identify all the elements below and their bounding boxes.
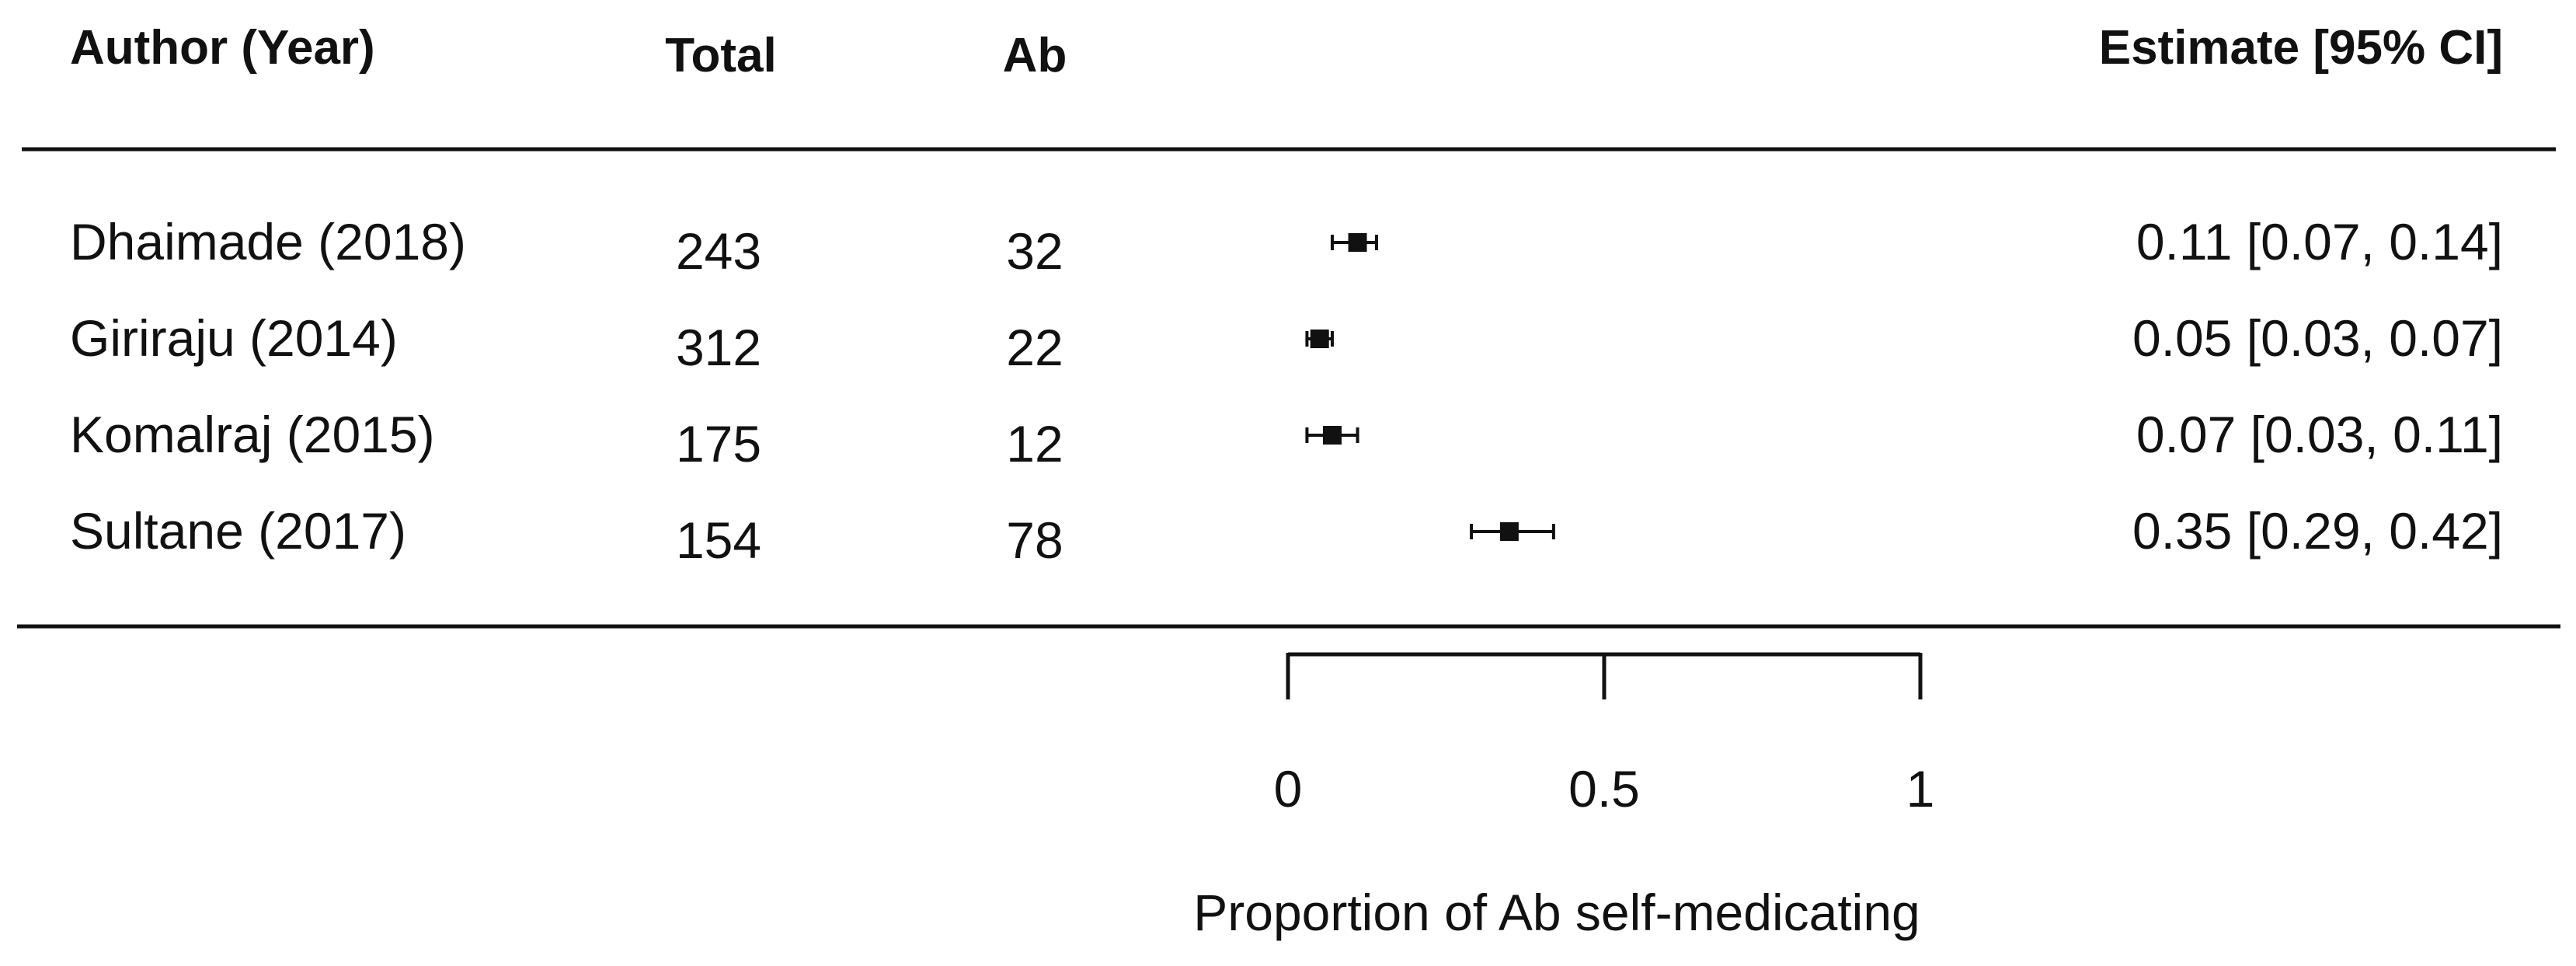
point-estimate xyxy=(1310,330,1329,348)
point-estimate xyxy=(1348,233,1367,252)
study-ab: 78 xyxy=(1006,511,1063,569)
study-ab: 22 xyxy=(1006,319,1063,376)
study-author: Dhaimade (2018) xyxy=(70,213,466,270)
point-estimate xyxy=(1322,426,1342,445)
x-tick-label: 0.5 xyxy=(1568,760,1640,818)
study-rows: Dhaimade (2018) 243 32 0.11 [0.07, 0.14] Gir… xyxy=(70,213,2503,569)
study-author: Giriraju (2014) xyxy=(70,309,398,367)
study-ab: 12 xyxy=(1006,415,1063,473)
study-total: 312 xyxy=(676,319,761,376)
header-estimate: Estimate [95% CI] xyxy=(2099,21,2503,75)
study-total: 175 xyxy=(676,415,761,473)
study-author: Sultane (2017) xyxy=(70,502,406,560)
study-estimate-text: 0.35 [0.29, 0.42] xyxy=(2132,502,2503,560)
header-ab: Ab xyxy=(1003,29,1067,82)
x-tick-label: 0 xyxy=(1274,760,1303,818)
study-row: Giriraju (2014) 312 22 0.05 [0.03, 0.07] xyxy=(70,309,2503,376)
header-author: Author (Year) xyxy=(70,21,375,75)
study-estimate-text: 0.11 [0.07, 0.14] xyxy=(2136,213,2503,270)
x-axis-title: Proportion of Ab self-medicating xyxy=(1193,884,1920,941)
study-total: 154 xyxy=(676,511,761,569)
x-tick-label: 1 xyxy=(1906,760,1935,818)
study-total: 243 xyxy=(676,222,761,280)
study-estimate-text: 0.05 [0.03, 0.07] xyxy=(2132,309,2503,367)
header-total: Total xyxy=(665,29,777,82)
study-estimate-text: 0.07 [0.03, 0.11] xyxy=(2136,406,2503,463)
study-row: Komalraj (2015) 175 12 0.07 [0.03, 0.11] xyxy=(70,406,2503,473)
study-row: Sultane (2017) 154 78 0.35 [0.29, 0.42] xyxy=(70,502,2503,569)
study-author: Komalraj (2015) xyxy=(70,406,435,463)
study-row: Dhaimade (2018) 243 32 0.11 [0.07, 0.14] xyxy=(70,213,2503,280)
point-estimate xyxy=(1499,522,1519,541)
x-axis: 0 0.5 1 xyxy=(1274,652,1935,818)
study-ab: 32 xyxy=(1006,222,1063,280)
